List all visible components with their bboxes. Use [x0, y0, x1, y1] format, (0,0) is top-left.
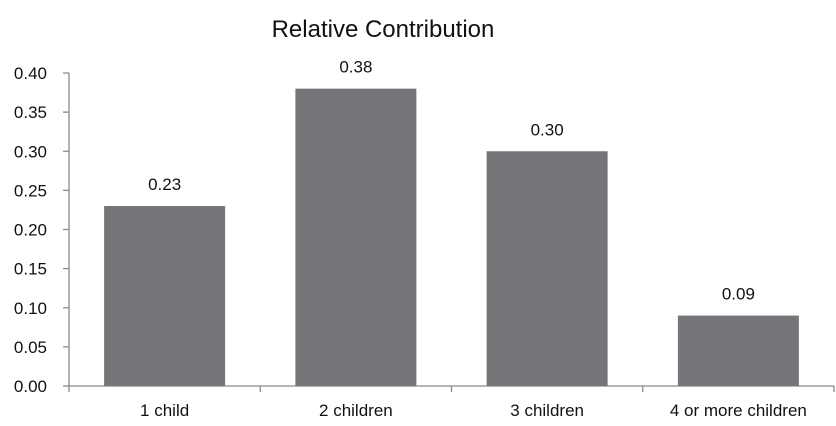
- bar: [677, 315, 799, 386]
- bar: [104, 206, 226, 386]
- y-tick-label: 0.20: [14, 221, 47, 240]
- y-tick-label: 0.05: [14, 338, 47, 357]
- x-tick-label: 4 or more children: [670, 401, 807, 420]
- data-label: 0.09: [722, 285, 755, 304]
- y-tick-label: 0.10: [14, 299, 47, 318]
- bars-group: [104, 88, 799, 387]
- x-axis-ticks: 1 child 2 children 3 children 4 or more chi…: [68, 386, 835, 420]
- y-tick-label: 0.15: [14, 260, 47, 279]
- data-labels-group: 0.23 0.38 0.30 0.09: [148, 58, 755, 304]
- y-tick-label: 0.35: [14, 103, 47, 122]
- y-axis-ticks: 0.00 0.05 0.10 0.15 0.20 0.25 0.30 0.35 0.40: [14, 64, 69, 396]
- y-tick-label: 0.30: [14, 142, 47, 161]
- x-tick-label: 3 children: [510, 401, 584, 420]
- bar: [486, 151, 608, 386]
- chart-title: Relative Contribution: [272, 16, 495, 43]
- data-label: 0.23: [148, 175, 181, 194]
- x-tick-label: 1 child: [140, 401, 189, 420]
- y-tick-label: 0.25: [14, 181, 47, 200]
- bar: [295, 88, 417, 387]
- x-tick-label: 2 children: [319, 401, 393, 420]
- y-tick-label: 0.40: [14, 64, 47, 83]
- y-tick-label: 0.00: [14, 377, 47, 396]
- data-label: 0.30: [531, 120, 564, 139]
- data-label: 0.38: [339, 58, 372, 77]
